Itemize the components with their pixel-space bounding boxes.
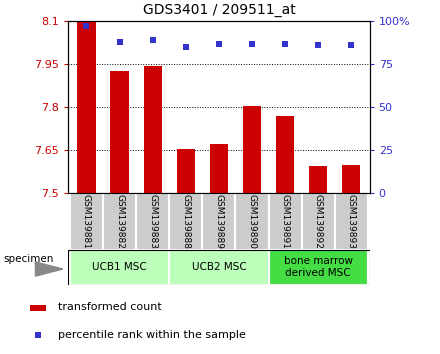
Bar <box>335 193 368 250</box>
Bar <box>110 71 128 193</box>
Text: GSM139891: GSM139891 <box>281 194 290 249</box>
Text: UCB2 MSC: UCB2 MSC <box>191 262 246 272</box>
Text: transformed count: transformed count <box>58 302 161 312</box>
Bar <box>177 149 195 193</box>
Bar <box>103 193 136 250</box>
Text: GSM139888: GSM139888 <box>181 194 190 249</box>
Title: GDS3401 / 209511_at: GDS3401 / 209511_at <box>143 4 295 17</box>
Bar <box>309 166 327 193</box>
Bar <box>70 250 169 285</box>
Bar <box>70 193 103 250</box>
Bar <box>268 193 302 250</box>
Bar <box>202 193 235 250</box>
Text: specimen: specimen <box>4 255 54 264</box>
Text: GSM139890: GSM139890 <box>248 194 257 249</box>
Bar <box>169 250 268 285</box>
Text: GSM139882: GSM139882 <box>115 194 124 249</box>
Bar <box>235 193 268 250</box>
Bar <box>169 193 202 250</box>
Bar <box>276 116 294 193</box>
Polygon shape <box>36 262 63 276</box>
Bar <box>30 304 46 311</box>
Text: bone marrow
derived MSC: bone marrow derived MSC <box>284 256 353 278</box>
Bar <box>77 21 95 193</box>
Text: GSM139889: GSM139889 <box>214 194 224 249</box>
Bar <box>302 193 335 250</box>
Text: GSM139892: GSM139892 <box>314 194 323 249</box>
Text: UCB1 MSC: UCB1 MSC <box>92 262 147 272</box>
Bar <box>243 105 261 193</box>
Bar <box>136 193 169 250</box>
Bar <box>342 165 360 193</box>
Bar <box>210 144 228 193</box>
Bar <box>268 250 368 285</box>
Text: GSM139881: GSM139881 <box>82 194 91 249</box>
Text: percentile rank within the sample: percentile rank within the sample <box>58 330 246 340</box>
Bar <box>143 65 162 193</box>
Text: GSM139893: GSM139893 <box>347 194 356 249</box>
Text: GSM139883: GSM139883 <box>148 194 157 249</box>
